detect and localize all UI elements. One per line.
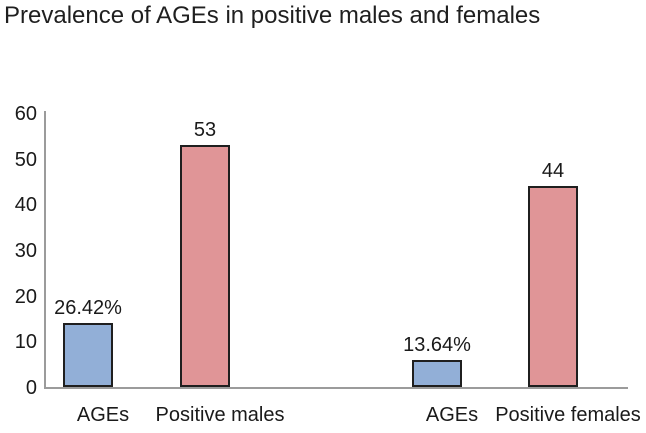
y-tick-label: 30 [14, 240, 37, 262]
y-tick-label: 10 [14, 331, 37, 354]
y-tick-label: 50 [14, 148, 37, 171]
bar-value-label: 13.64% [403, 333, 471, 356]
y-tick-label: 20 [14, 285, 37, 308]
x-axis-line [44, 387, 628, 389]
bar-ages-2 [412, 359, 462, 387]
bar-positive-females-3 [528, 186, 578, 387]
bar-positive-males-1 [180, 144, 230, 387]
bar-value-label: 44 [541, 160, 565, 183]
x-category-label: AGEs [76, 404, 130, 426]
y-tick-label: 0 [25, 377, 37, 399]
y-tick-label: 40 [14, 194, 37, 217]
x-category-label: Positive males [155, 404, 285, 426]
chart-title: Prevalence of AGEs in positive males and… [4, 2, 541, 29]
y-tick-label: 60 [14, 103, 37, 125]
y-axis-line [44, 111, 46, 389]
bar-value-label: 26.42% [54, 297, 122, 320]
x-category-label: AGEs [425, 404, 479, 426]
bar-ages-0 [63, 323, 113, 387]
bar-value-label: 53 [193, 118, 217, 141]
x-category-label: Positive females [495, 404, 641, 426]
